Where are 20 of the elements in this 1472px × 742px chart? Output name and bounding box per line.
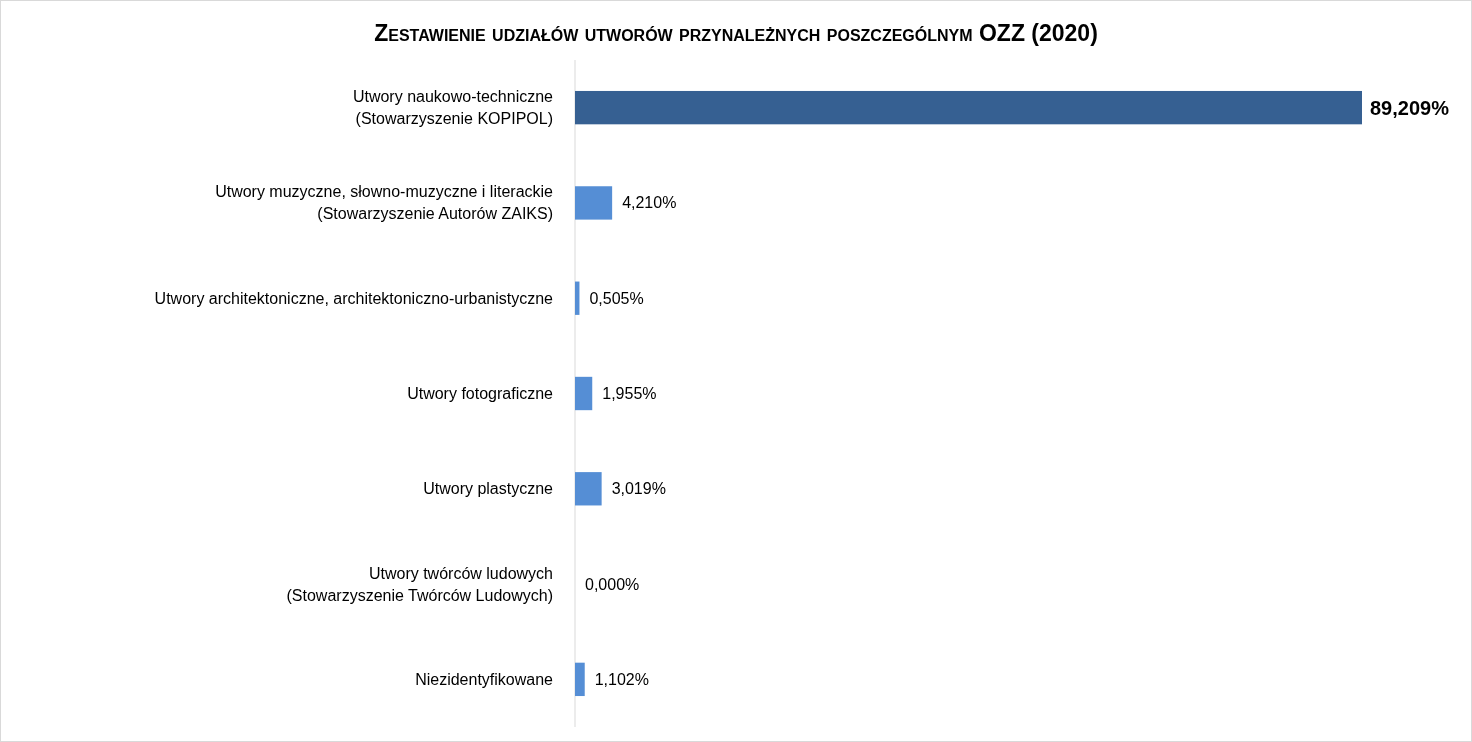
bar <box>575 186 613 220</box>
data-label: 1,102% <box>594 670 649 688</box>
y-tick-label: Utwory plastyczne <box>423 480 554 498</box>
bar <box>575 376 593 411</box>
y-tick-label: Utwory twórców ludowych (Stowarzyszenie Twórców Ludowych) <box>286 564 553 604</box>
data-label: 4,210% <box>622 194 677 212</box>
chart-title: Zestawienie udziałów utworów przynależnych poszczególnym OZZ (2020) <box>374 20 1098 46</box>
bar <box>575 472 602 506</box>
data-label: 1,955% <box>602 385 657 402</box>
y-tick-label: Utwory muzyczne, słowno-muzyczne i literackie (Stowarzyszenie Autorów ZAIKS) <box>215 183 554 223</box>
y-tick-label: Utwory architektoniczne, architektoniczno-urbanistyczne <box>154 289 554 307</box>
data-label: 0,000% <box>585 575 640 593</box>
data-label: 89,209% <box>1370 96 1450 119</box>
data-label: 0,505% <box>589 289 644 307</box>
bar <box>575 90 1362 125</box>
y-tick-label: Utwory naukowo-techniczne (Stowarzyszenie KOPIPOL) <box>352 88 554 128</box>
bar <box>575 662 585 697</box>
y-tick-label: Utwory fotograficzne <box>407 385 554 402</box>
y-tick-label: Niezidentyfikowane <box>415 670 554 688</box>
data-label: 3,019% <box>611 480 666 498</box>
